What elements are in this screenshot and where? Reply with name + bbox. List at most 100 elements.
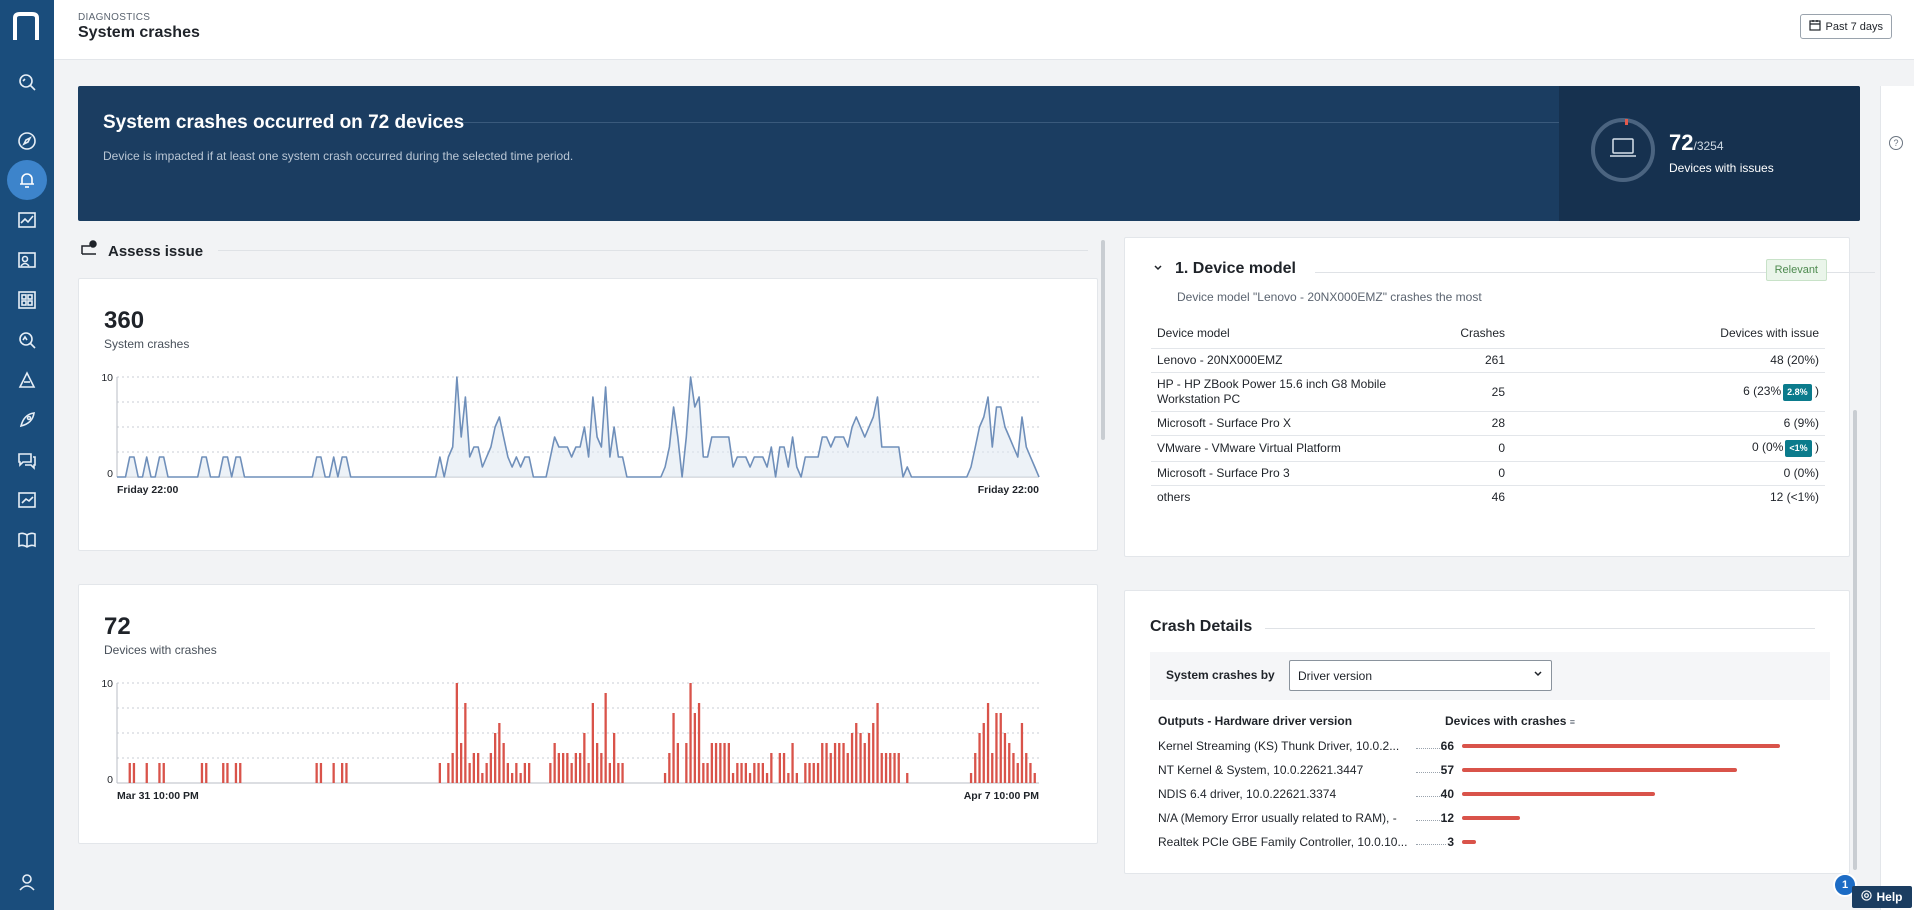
bar [472, 753, 475, 783]
col-devices-with-crashes[interactable]: Devices with crashes ≡ [1445, 714, 1576, 728]
bar [668, 753, 671, 783]
crashes-cell: 261 [1401, 348, 1511, 373]
banner-stat-panel: 72/3254 Devices with issues [1559, 86, 1860, 221]
bar [455, 683, 458, 783]
list-item[interactable]: Kernel Streaming (KS) Thunk Driver, 10.0… [1158, 737, 1818, 755]
bar [562, 753, 565, 783]
list-item[interactable]: Realtek PCIe GBE Family Controller, 10.0… [1158, 833, 1818, 851]
leader-dots [1416, 844, 1446, 845]
bar [1025, 753, 1028, 783]
dashboard-chart-icon[interactable] [13, 206, 41, 234]
help-question-icon[interactable]: ? [1889, 136, 1903, 150]
crashes-line-svg: 10 0 Friday 22:00 Friday 22:00 [101, 372, 1040, 496]
left-scrollbar[interactable] [1101, 240, 1105, 440]
bar [447, 763, 450, 783]
breadcrumb[interactable]: DIAGNOSTICS [78, 12, 151, 23]
driver-devices-value: 3 [1447, 835, 1454, 849]
feedback-chat-icon[interactable] [13, 446, 41, 474]
bar [897, 753, 900, 783]
calendar-icon [1808, 19, 1821, 34]
driver-name: N/A (Memory Error usually related to RAM… [1158, 811, 1397, 825]
rocket-icon[interactable] [13, 406, 41, 434]
search-investigate-icon[interactable] [13, 68, 41, 96]
devices-with-crashes-value: 72 [104, 613, 131, 640]
bar [557, 753, 560, 783]
driver-name: Kernel Streaming (KS) Thunk Driver, 10.0… [1158, 739, 1400, 753]
col-device-model[interactable]: Device model [1157, 326, 1230, 340]
bar [438, 763, 441, 783]
bar [162, 763, 165, 783]
help-button[interactable]: Help [1852, 886, 1912, 908]
devices-cell: 0 (0%) [1511, 461, 1825, 486]
device-model-cell: VMware - VMware Virtual Platform [1151, 435, 1401, 462]
bar [782, 753, 786, 783]
remote-actions-icon[interactable] [13, 366, 41, 394]
sort-icon[interactable]: ≡ [1569, 717, 1576, 727]
col-devices-with-issue[interactable]: Devices with issue [1720, 326, 1819, 340]
table-row[interactable]: Lenovo - 20NX000EMZ 261 48 (20%) [1151, 348, 1825, 373]
system-crashes-label: System crashes [104, 337, 190, 351]
bar [689, 683, 692, 783]
reports-icon[interactable] [13, 486, 41, 514]
chevron-down-icon[interactable] [1153, 260, 1163, 278]
share-pill: 2.8% [1783, 383, 1812, 401]
bar [740, 763, 743, 783]
crashes-cell: 46 [1401, 485, 1511, 510]
col-outputs[interactable]: Outputs - Hardware driver version [1158, 714, 1353, 728]
bar [239, 763, 242, 783]
group-by-select[interactable]: Driver version [1289, 660, 1552, 691]
notification-badge[interactable]: 1 [1833, 873, 1857, 897]
device-model-cell: Microsoft - Surface Pro X [1151, 411, 1401, 436]
crashes-line-chart[interactable]: 10 0 Friday 22:00 Friday 22:00 [99, 372, 1069, 505]
bar [991, 753, 994, 783]
driver-name: NDIS 6.4 driver, 10.0.22621.3374 [1158, 787, 1337, 801]
table-row[interactable]: VMware - VMware Virtual Platform 0 0 (0% <1… [1151, 435, 1825, 462]
user-profile-icon[interactable] [13, 868, 41, 896]
y-tick-label: 10 [101, 678, 113, 690]
page-header: DIAGNOSTICS System crashes Past 7 days [54, 0, 1914, 60]
devices-value: 6 (23% [1743, 383, 1782, 398]
bar [778, 753, 781, 783]
bar [468, 763, 471, 783]
x-axis-label-end: Friday 22:00 [978, 484, 1039, 496]
devices-value: 0 (0%) [1783, 466, 1819, 480]
ring-progress-mark [1625, 119, 1628, 125]
y-tick-label: 0 [107, 468, 113, 480]
list-item[interactable]: NT Kernel & System, 10.0.22621.3447 57 [1158, 761, 1818, 779]
users-analytics-icon[interactable] [13, 246, 41, 274]
driver-devices-bar [1462, 840, 1477, 844]
table-row[interactable]: Microsoft - Surface Pro X 28 6 (9%) [1151, 411, 1825, 436]
date-range-label: Past 7 days [1825, 20, 1883, 33]
col-crashes[interactable]: Crashes [1460, 326, 1505, 340]
documentation-book-icon[interactable] [13, 526, 41, 554]
devices-bar-chart[interactable]: 10 0 Mar 31 10:00 PM Apr 7 10:00 PM [99, 678, 1069, 811]
alerts-bell-icon[interactable] [7, 160, 47, 200]
bar [145, 763, 148, 783]
apps-grid-icon[interactable] [13, 286, 41, 314]
assess-issue-icon [80, 240, 98, 263]
compass-icon[interactable] [13, 127, 41, 155]
bar [753, 763, 756, 783]
page-title: System crashes [78, 24, 200, 41]
date-range-button[interactable]: Past 7 days [1799, 14, 1892, 39]
banner-divider [463, 122, 1563, 123]
bar [600, 753, 603, 783]
assess-divider [218, 250, 1088, 251]
diagnostics-search-icon[interactable] [13, 326, 41, 354]
list-item[interactable]: NDIS 6.4 driver, 10.0.22621.3374 40 [1158, 785, 1818, 803]
bar [723, 743, 726, 783]
table-row[interactable]: HP - HP ZBook Power 15.6 inch G8 Mobile … [1151, 372, 1825, 412]
impact-ring [1591, 118, 1655, 182]
list-item[interactable]: N/A (Memory Error usually related to RAM… [1158, 809, 1818, 827]
bar [727, 743, 730, 783]
bar [744, 763, 747, 783]
crashes-cell: 0 [1401, 461, 1511, 486]
app-logo-icon[interactable] [12, 12, 42, 42]
help-circle-icon [1861, 890, 1873, 904]
leader-dots [1416, 820, 1446, 821]
devices-cell: 48 (20%) [1511, 348, 1825, 373]
right-scrollbar[interactable] [1853, 410, 1857, 870]
device-model-header[interactable]: 1. Device model [1153, 260, 1296, 278]
table-row[interactable]: others 46 12 (<1%) [1151, 485, 1825, 510]
